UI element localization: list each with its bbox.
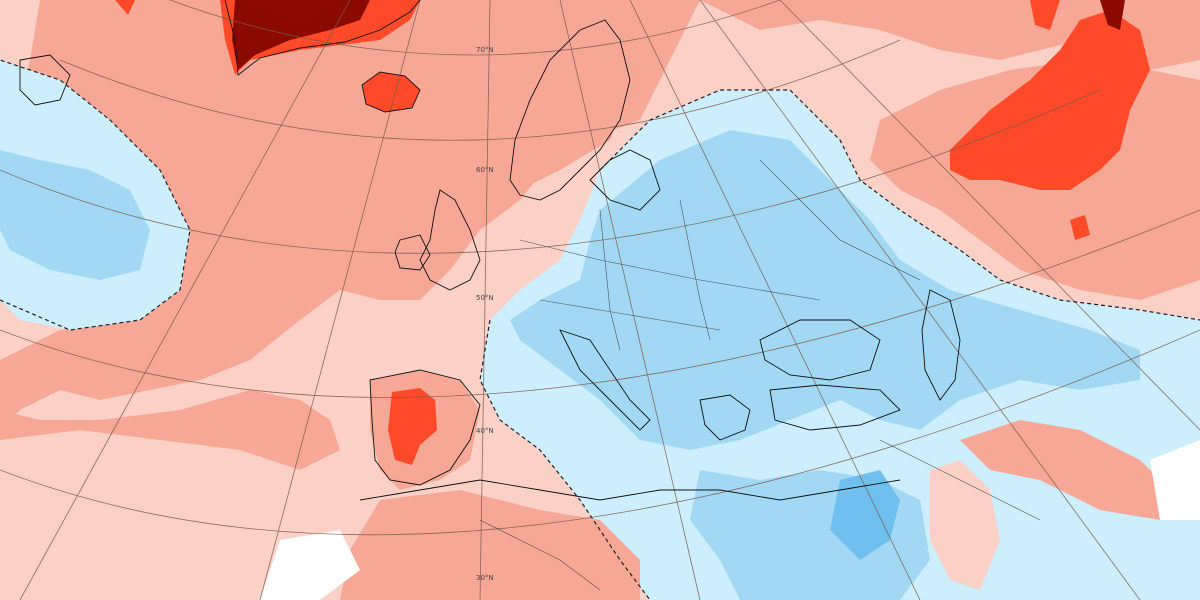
border-europe-4 <box>539 299 721 331</box>
coast-scandinavia <box>509 19 631 201</box>
coast-newfoundland <box>19 54 71 106</box>
arctic-warm-band <box>700 0 1200 70</box>
coast-italy <box>559 329 651 431</box>
latitude-label-40: 40°N <box>476 427 494 435</box>
coast-uk <box>419 189 481 291</box>
coast-ireland <box>394 234 431 271</box>
latitude-label-30: 30°N <box>476 574 494 582</box>
meridian-7 <box>779 0 1200 431</box>
russia-warm-strong <box>1100 0 1125 30</box>
border-europe-1 <box>519 239 821 301</box>
north-africa-warm-mid <box>340 490 640 600</box>
meridian-1 <box>19 0 351 600</box>
coast-black-sea <box>759 319 881 381</box>
latitude-label-60: 60°N <box>476 166 494 174</box>
latitude-circle-30 <box>0 329 1200 536</box>
greenland-warm-strong <box>232 0 370 70</box>
russia-warm-high <box>950 10 1150 190</box>
border-russia <box>759 159 921 281</box>
zero-contour-europe <box>599 89 1200 321</box>
coastline-layer <box>19 0 961 501</box>
latitude-circle-60 <box>59 39 901 141</box>
coast-iberia <box>369 369 481 486</box>
latitude-circle-70 <box>169 0 781 56</box>
country-border-layer <box>479 159 1041 591</box>
west-atlantic-cold-core <box>0 150 150 280</box>
meridian-4 <box>559 0 701 600</box>
russia-warm-spot <box>1070 215 1090 240</box>
coast-turkey <box>769 384 901 431</box>
scandinavia-warm-mid <box>500 10 630 190</box>
meridian-2 <box>259 0 421 600</box>
meridian-6 <box>699 0 1141 600</box>
europe-cold-core <box>510 130 1140 450</box>
atlantic-warm-mid-south <box>0 390 340 470</box>
iceland-warm-high <box>362 72 420 112</box>
border-middle-east <box>879 439 1041 521</box>
latitude-label-70: 70°N <box>476 46 494 54</box>
middle-east-warm-low <box>930 460 1000 590</box>
latitude-labels: 70°N 60°N 50°N 40°N 30°N <box>476 46 494 582</box>
neutral-band-east <box>1150 440 1200 520</box>
zero-contour-west <box>0 59 191 331</box>
coast-africa-north <box>359 479 901 501</box>
meridian-5 <box>629 0 921 600</box>
latitude-label-50: 50°N <box>476 294 494 302</box>
meridian-3 <box>479 0 491 600</box>
middle-east-warm-mid <box>960 420 1180 520</box>
coast-greenland <box>224 0 421 76</box>
border-africa <box>479 519 601 591</box>
neutral-band-south <box>260 530 360 600</box>
zero-contour-med <box>479 319 651 600</box>
russia-warm-top <box>1030 0 1060 30</box>
coast-iceland <box>361 71 421 113</box>
border-europe-2 <box>599 209 621 351</box>
greenland-warm-top <box>115 0 135 15</box>
latitude-circle-50 <box>0 89 1101 254</box>
coast-greece <box>699 394 751 441</box>
coast-caspian <box>921 289 961 401</box>
border-europe-3 <box>679 199 711 341</box>
coast-baltic <box>589 149 661 211</box>
southeast-cold-strong <box>830 470 900 560</box>
zero-contour-layer <box>0 59 1200 600</box>
iberia-warm-high <box>388 388 437 465</box>
